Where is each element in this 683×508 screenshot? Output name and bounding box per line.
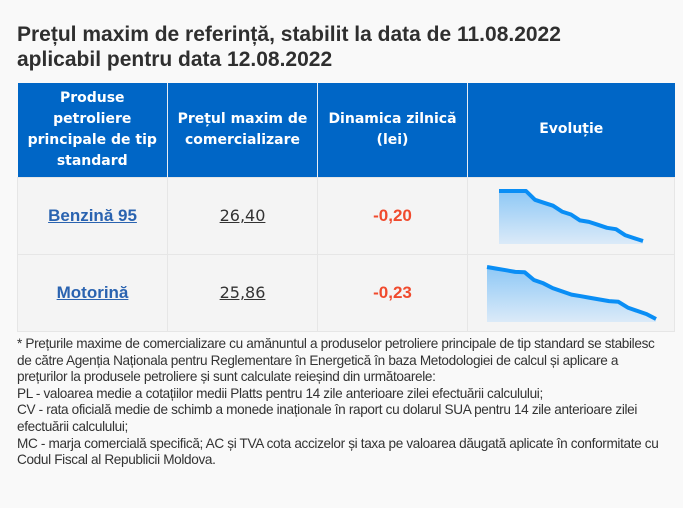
footnote-mc: MC - marja comercială specifică; AC și T… <box>17 435 659 468</box>
product-cell: Benzină 95 <box>17 176 168 255</box>
sparkline-area <box>499 190 643 244</box>
sparkline-line <box>499 188 644 243</box>
product-link-motorina[interactable]: Motorină <box>56 282 129 302</box>
evolution-cell <box>467 253 675 332</box>
table-row: Motorină 25,86 -0,23 <box>17 253 675 332</box>
table-header-row: Produse petroliere principale de tip sta… <box>17 83 675 177</box>
sparkline-chart <box>486 264 657 322</box>
price-table: Produse petroliere principale de tip sta… <box>17 83 675 332</box>
sparkline-area <box>486 266 656 322</box>
footnote: * Prețurile maxime de comercializare cu … <box>17 336 667 469</box>
daily-change-value: -0,23 <box>373 282 412 302</box>
daily-change-value: -0,20 <box>373 205 412 225</box>
sparkline-line <box>486 264 657 321</box>
footnote-cv: CV - rata oficială medie de schimb a mon… <box>17 402 638 434</box>
evolution-cell <box>467 176 675 255</box>
change-cell: -0,20 <box>317 176 468 255</box>
page-title: Prețul maxim de referință, stabilit la d… <box>17 22 677 72</box>
footnote-pl: PL - valoarea medie a cotațiilor medii P… <box>17 385 543 401</box>
sparkline-chart <box>499 188 644 244</box>
product-cell: Motorină <box>17 253 168 332</box>
price-cell: 26,40 <box>167 176 318 255</box>
header-evolution: Evoluție <box>467 83 675 177</box>
header-max-price: Prețul maxim de comercializare <box>167 83 318 177</box>
price-link[interactable]: 26,40 <box>219 205 266 225</box>
change-cell: -0,23 <box>317 253 468 332</box>
header-daily-change: Dinamica zilnică (lei) <box>317 83 468 177</box>
header-product: Produse petroliere principale de tip sta… <box>17 83 168 177</box>
title-line-2: aplicabil pentru data 12.08.2022 <box>17 48 333 71</box>
price-link[interactable]: 25,86 <box>219 282 266 302</box>
price-cell: 25,86 <box>167 253 318 332</box>
title-line-1: Prețul maxim de referință, stabilit la d… <box>17 23 561 46</box>
product-link-benzina-95[interactable]: Benzină 95 <box>48 205 137 225</box>
footnote-intro: * Prețurile maxime de comercializare cu … <box>17 336 655 385</box>
table-row: Benzină 95 26,40 -0,20 <box>17 176 675 255</box>
